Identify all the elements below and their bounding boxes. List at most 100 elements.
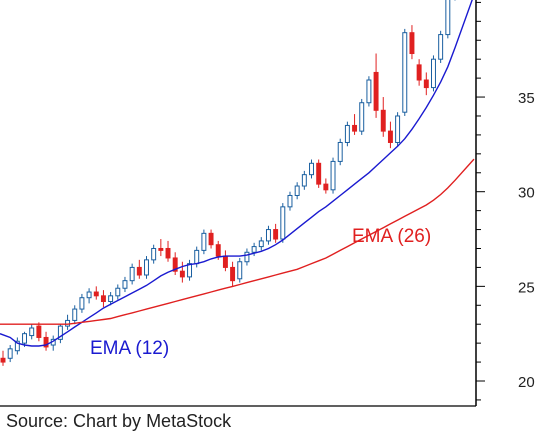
candle [129, 263, 135, 285]
candle [273, 223, 279, 243]
candle [151, 244, 157, 264]
candle [423, 72, 429, 96]
candle-body-up [330, 160, 336, 191]
candle-body-up [22, 333, 27, 344]
candle [416, 59, 422, 86]
candle [337, 138, 343, 166]
candle [208, 229, 214, 249]
candle-body-up [337, 141, 343, 162]
candle-body-up [438, 34, 444, 60]
ema26-line [0, 158, 475, 325]
candle-body-up [187, 263, 193, 278]
candle-body-down [387, 130, 393, 143]
candle [179, 261, 185, 283]
candle-body-down [36, 325, 42, 338]
candle-body-down [100, 295, 106, 302]
candle [387, 121, 393, 149]
candle-body-down [380, 109, 386, 132]
candle-body-up [151, 247, 157, 261]
candle [287, 191, 293, 211]
candle-body-down [172, 257, 178, 272]
candle-body-down [222, 255, 228, 268]
candle [395, 112, 401, 147]
candle-body-up [72, 308, 78, 321]
candle [373, 53, 379, 118]
candle-body-up [194, 249, 200, 265]
candle-body-up [115, 287, 121, 297]
candle [136, 259, 142, 279]
candle [237, 257, 243, 283]
candle [323, 178, 329, 194]
candle [438, 30, 444, 63]
y-axis [0, 0, 477, 407]
candle [29, 324, 35, 340]
candle [309, 159, 314, 179]
candle [122, 276, 128, 293]
candle [7, 345, 13, 363]
candle-body-down [93, 291, 99, 297]
candle-body-up [445, 0, 451, 36]
candle-body-up [280, 206, 286, 240]
candle [36, 322, 42, 342]
candle-body-down [158, 247, 164, 251]
candle-body-up [402, 32, 408, 113]
candle-body-down [352, 124, 358, 132]
candle [86, 288, 92, 304]
candle-body-up [265, 229, 271, 242]
ema-lines-group [0, 0, 475, 347]
candle-body-up [309, 162, 314, 176]
candle [222, 250, 228, 272]
candle-body-down [316, 162, 322, 185]
candle-body-up [14, 340, 20, 352]
candle-body-down [273, 229, 279, 240]
candle-body-down [423, 79, 429, 89]
candle-body-up [258, 240, 264, 248]
candle [201, 229, 207, 255]
candle-body-down [136, 266, 142, 276]
candle-body-up [431, 58, 436, 89]
candle-body-up [108, 295, 114, 302]
candle-body-up [287, 194, 293, 208]
candle-body-down [416, 64, 422, 81]
candle [409, 25, 415, 60]
candle [402, 28, 408, 116]
candle [330, 157, 336, 194]
candle-body-up [86, 291, 92, 299]
y-tick-label: 35 [518, 90, 535, 107]
candle-body-down [230, 266, 236, 282]
candle-body-up [251, 246, 257, 253]
candle-body-down [409, 32, 415, 55]
candle [454, 0, 456, 1]
candle-body-down [208, 232, 214, 246]
candle [344, 121, 350, 147]
candle [79, 293, 85, 313]
candle [65, 314, 71, 330]
candle-body-down [179, 270, 185, 278]
candle [14, 337, 20, 355]
candle [294, 182, 300, 200]
candle-body-down [215, 244, 221, 257]
y-tick-label: 20 [518, 374, 535, 391]
candle [352, 114, 358, 135]
candle-body-up [201, 232, 207, 251]
candle [244, 248, 250, 266]
candle-body-up [57, 325, 63, 340]
candle [172, 252, 178, 275]
candle-body-up [294, 185, 300, 196]
ema12-line [0, 0, 473, 347]
candle-body-up [359, 102, 365, 132]
candles-group [0, 0, 456, 366]
candle [258, 237, 264, 251]
y-ticks-group: 20 25 30 35 [476, 1, 535, 401]
ema12-series-label: EMA (12) [90, 338, 169, 359]
y-tick-label: 30 [518, 185, 535, 202]
candle [50, 335, 56, 351]
candle-body-down [43, 336, 49, 348]
candle [187, 259, 193, 281]
candle [301, 170, 307, 190]
candle-body-up [29, 327, 35, 337]
candle [93, 286, 99, 300]
candle-body-up [344, 124, 350, 143]
candle [366, 76, 372, 107]
